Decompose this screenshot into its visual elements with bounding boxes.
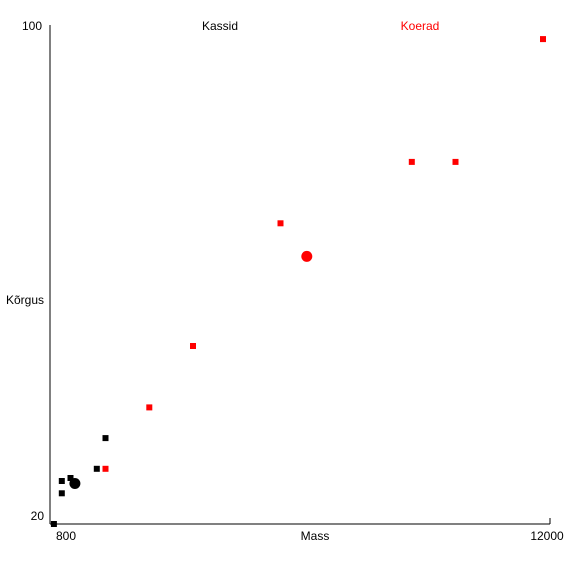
point-kassid-5 bbox=[102, 435, 109, 442]
point-koerad-6 bbox=[540, 36, 546, 43]
point-kassid-2 bbox=[58, 478, 65, 484]
x-tick-label-left: 800 bbox=[56, 529, 76, 543]
point-kassid-1 bbox=[58, 490, 65, 497]
y-axis-label: Kõrgus bbox=[6, 293, 44, 307]
point-koerad-1 bbox=[146, 404, 153, 411]
mean-marker-koerad bbox=[301, 250, 313, 262]
mean-marker-kassid bbox=[69, 478, 81, 489]
x-tick-label-right: 12000 bbox=[530, 529, 564, 543]
point-koerad-2 bbox=[190, 343, 196, 349]
point-koerad-5 bbox=[452, 158, 459, 165]
y-tick-label-top: 100 bbox=[22, 19, 42, 33]
point-koerad-4 bbox=[408, 158, 415, 165]
legend-entry-koerad: Koerad bbox=[401, 19, 440, 33]
point-kassid-0 bbox=[50, 521, 57, 527]
point-koerad-3 bbox=[277, 220, 284, 227]
data-marks bbox=[50, 36, 546, 527]
legend-entry-kassid: Kassid bbox=[202, 19, 238, 33]
point-kassid-4 bbox=[93, 465, 100, 472]
x-axis-label: Mass bbox=[301, 529, 330, 543]
y-tick-label-bottom: 20 bbox=[31, 509, 45, 523]
point-kassid-3 bbox=[67, 475, 74, 481]
point-koerad-0 bbox=[102, 465, 109, 472]
